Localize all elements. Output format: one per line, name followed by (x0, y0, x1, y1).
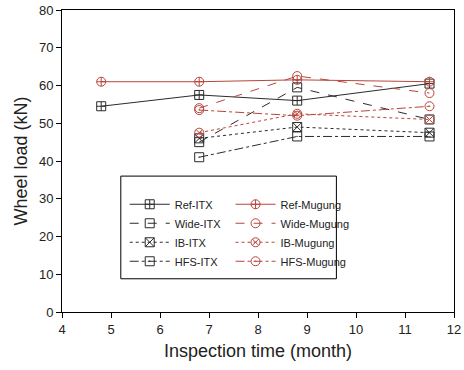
svg-text:40: 40 (39, 154, 53, 169)
svg-text:30: 30 (39, 191, 53, 206)
svg-text:12: 12 (447, 322, 461, 337)
svg-text:11: 11 (398, 322, 412, 337)
svg-text:Inspection time (month): Inspection time (month) (164, 341, 352, 361)
svg-text:HFS-ITX: HFS-ITX (175, 256, 218, 268)
svg-text:HFS-Mugung: HFS-Mugung (281, 256, 346, 268)
svg-text:Ref-Mugung: Ref-Mugung (281, 199, 342, 211)
svg-text:20: 20 (39, 229, 53, 244)
svg-text:IB-Mugung: IB-Mugung (281, 237, 335, 249)
svg-text:5: 5 (107, 322, 114, 337)
svg-text:8: 8 (254, 322, 261, 337)
svg-text:4: 4 (58, 322, 65, 337)
svg-text:9: 9 (303, 322, 310, 337)
svg-text:IB-ITX: IB-ITX (175, 237, 207, 249)
svg-text:Ref-ITX: Ref-ITX (175, 199, 214, 211)
svg-text:Wheel load (kN): Wheel load (kN) (11, 96, 31, 225)
svg-text:70: 70 (39, 40, 53, 55)
svg-text:10: 10 (349, 322, 363, 337)
svg-text:Wide-ITX: Wide-ITX (175, 218, 222, 230)
svg-text:7: 7 (205, 322, 212, 337)
svg-text:6: 6 (156, 322, 163, 337)
svg-text:10: 10 (39, 267, 53, 282)
svg-text:Wide-Mugung: Wide-Mugung (281, 218, 349, 230)
svg-text:60: 60 (39, 78, 53, 93)
svg-text:80: 80 (39, 3, 53, 18)
svg-text:50: 50 (39, 116, 53, 131)
svg-text:0: 0 (46, 305, 53, 320)
